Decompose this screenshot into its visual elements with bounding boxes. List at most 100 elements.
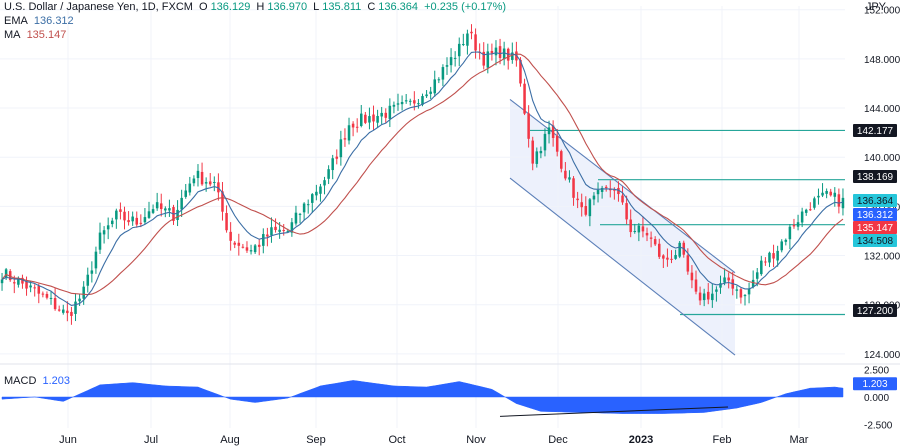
candle-body[interactable]: [792, 225, 796, 227]
candle-body[interactable]: [437, 79, 441, 81]
candle-body[interactable]: [396, 103, 400, 105]
candle-body[interactable]: [323, 180, 326, 186]
candle-body[interactable]: [225, 213, 228, 231]
candle-body[interactable]: [527, 113, 530, 139]
candle-body[interactable]: [62, 309, 65, 313]
candle-body[interactable]: [135, 217, 139, 225]
candle-body[interactable]: [755, 272, 759, 279]
candle-body[interactable]: [45, 293, 49, 298]
candle-body[interactable]: [690, 272, 694, 281]
candle-body[interactable]: [25, 281, 28, 289]
candle-body[interactable]: [33, 287, 36, 289]
candle-body[interactable]: [841, 197, 845, 209]
candle-body[interactable]: [743, 295, 747, 297]
candle-body[interactable]: [613, 189, 616, 191]
candle-body[interactable]: [751, 279, 755, 287]
candle-body[interactable]: [809, 209, 812, 211]
candle-body[interactable]: [715, 289, 718, 292]
candle-body[interactable]: [327, 169, 330, 179]
candle-body[interactable]: [151, 209, 155, 213]
candle-body[interactable]: [78, 298, 81, 302]
candle-body[interactable]: [453, 57, 457, 59]
candle-body[interactable]: [384, 112, 388, 118]
candle-body[interactable]: [784, 239, 788, 242]
candle-body[interactable]: [4, 269, 8, 278]
candle-body[interactable]: [596, 189, 600, 195]
candle-body[interactable]: [229, 231, 232, 241]
candle-body[interactable]: [249, 250, 253, 252]
candle-body[interactable]: [670, 258, 673, 260]
candle-body[interactable]: [0, 279, 4, 284]
candle-body[interactable]: [278, 229, 281, 232]
candle-body[interactable]: [592, 195, 596, 200]
candle-body[interactable]: [343, 138, 347, 140]
candle-body[interactable]: [796, 222, 800, 227]
candle-body[interactable]: [817, 195, 820, 198]
candle-body[interactable]: [449, 57, 453, 66]
candle-body[interactable]: [372, 114, 375, 122]
candle-body[interactable]: [8, 271, 12, 281]
candle-body[interactable]: [486, 51, 490, 68]
candle-body[interactable]: [727, 277, 730, 281]
candle-body[interactable]: [290, 222, 294, 233]
candle-body[interactable]: [253, 245, 257, 253]
candle-body[interactable]: [494, 47, 498, 56]
candle-body[interactable]: [535, 151, 539, 164]
candle-body[interactable]: [37, 286, 41, 294]
candle-body[interactable]: [319, 186, 322, 194]
candle-body[interactable]: [270, 227, 273, 236]
candle-body[interactable]: [539, 150, 543, 154]
candle-body[interactable]: [221, 191, 224, 212]
candle-body[interactable]: [98, 232, 102, 250]
candle-body[interactable]: [645, 232, 649, 236]
candle-body[interactable]: [694, 279, 698, 292]
candle-body[interactable]: [184, 190, 188, 197]
candle-body[interactable]: [155, 202, 159, 209]
candle-body[interactable]: [523, 83, 526, 114]
candle-body[interactable]: [637, 225, 641, 233]
candle-body[interactable]: [413, 100, 416, 104]
candle-body[interactable]: [747, 288, 751, 295]
candle-body[interactable]: [282, 230, 285, 232]
candle-body[interactable]: [192, 178, 196, 184]
candle-body[interactable]: [335, 156, 339, 159]
candle-body[interactable]: [588, 199, 592, 217]
candle-body[interactable]: [821, 192, 824, 196]
candle-body[interactable]: [364, 114, 367, 123]
candle-body[interactable]: [482, 51, 485, 66]
candle-body[interactable]: [233, 242, 236, 245]
candle-body[interactable]: [311, 194, 314, 203]
ma-line[interactable]: [1, 53, 844, 296]
candle-body[interactable]: [388, 105, 392, 119]
candle-body[interactable]: [274, 226, 277, 231]
candle-body[interactable]: [498, 46, 502, 58]
candle-body[interactable]: [82, 286, 85, 299]
candle-body[interactable]: [649, 237, 653, 239]
candle-body[interactable]: [298, 213, 302, 215]
candle-body[interactable]: [511, 52, 514, 60]
candle-body[interactable]: [723, 277, 726, 283]
candle-body[interactable]: [764, 261, 767, 263]
candle-body[interactable]: [617, 187, 620, 195]
candle-body[interactable]: [404, 100, 408, 102]
candle-body[interactable]: [188, 183, 192, 193]
candle-body[interactable]: [294, 212, 298, 224]
ma-legend[interactable]: MA 135.147: [4, 29, 69, 41]
candle-body[interactable]: [653, 239, 657, 245]
candle-body[interactable]: [417, 103, 420, 105]
candle-body[interactable]: [200, 171, 204, 185]
candle-body[interactable]: [237, 242, 241, 246]
candle-body[interactable]: [17, 278, 20, 285]
candle-body[interactable]: [102, 230, 106, 235]
candle-body[interactable]: [70, 311, 73, 316]
candle-body[interactable]: [678, 242, 681, 257]
candle-body[interactable]: [421, 96, 424, 105]
candle-body[interactable]: [600, 187, 604, 192]
candle-body[interactable]: [441, 67, 445, 80]
candle-body[interactable]: [86, 274, 90, 286]
candle-body[interactable]: [776, 250, 779, 261]
macd-area[interactable]: [1, 380, 844, 414]
candle-body[interactable]: [604, 186, 608, 189]
candle-body[interactable]: [196, 170, 200, 179]
candle-body[interactable]: [584, 206, 588, 215]
